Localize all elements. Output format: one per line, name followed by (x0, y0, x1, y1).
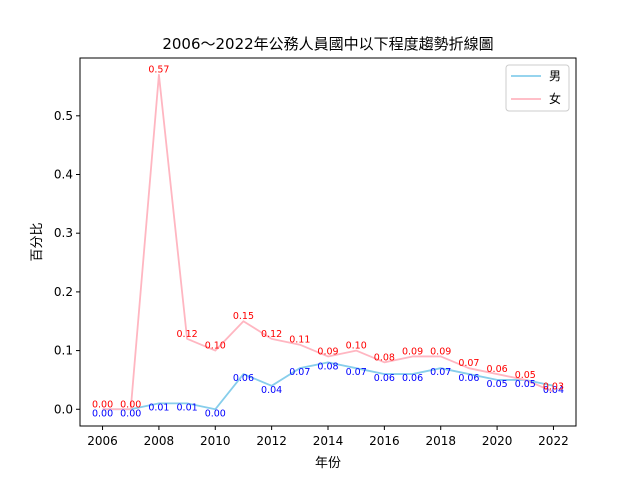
data-label-series-2: 0.15 (233, 311, 254, 322)
x-tick-label: 2022 (538, 434, 569, 448)
x-tick-label: 2006 (87, 434, 118, 448)
x-tick-label: 2020 (482, 434, 513, 448)
legend-label: 男 (549, 69, 561, 83)
data-label-series-2: 0.12 (261, 329, 282, 340)
data-label-series-1: 0.00 (205, 408, 226, 419)
legend-label: 女 (549, 91, 561, 106)
data-label-series-1: 0.05 (487, 379, 508, 390)
chart-title: 2006～2022年公務人員國中以下程度趨勢折線圖 (162, 35, 493, 53)
data-label-series-1: 0.01 (148, 402, 169, 413)
data-label-series-2: 0.10 (346, 341, 367, 352)
data-label-series-1: 0.06 (233, 373, 254, 384)
y-tick-label: 0.5 (54, 109, 73, 123)
series-line-2 (102, 73, 554, 411)
data-label-series-2: 0.57 (148, 65, 169, 76)
data-label-series-2: 0.00 (120, 399, 141, 410)
data-label-series-1: 0.00 (92, 408, 113, 419)
x-tick-label: 2008 (144, 434, 175, 448)
data-label-series-1: 0.07 (346, 367, 367, 378)
data-label-series-2: 0.09 (430, 346, 451, 357)
x-tick-label: 2012 (256, 434, 287, 448)
data-label-series-1: 0.07 (430, 367, 451, 378)
x-tick-label: 2018 (425, 434, 456, 448)
data-label-series-1: 0.06 (374, 373, 395, 384)
data-label-series-1: 0.04 (543, 385, 564, 396)
data-label-series-2: 0.11 (289, 335, 310, 346)
data-label-series-2: 0.05 (515, 370, 536, 381)
y-tick-label: 0.0 (54, 402, 73, 416)
series-line-1 (102, 361, 554, 411)
data-label-series-1: 0.05 (515, 379, 536, 390)
x-tick-label: 2016 (369, 434, 400, 448)
y-axis-label: 百分比 (30, 222, 45, 261)
data-label-series-1: 0.06 (458, 373, 479, 384)
data-label-series-2: 0.12 (177, 329, 198, 340)
data-label-series-2: 0.06 (487, 364, 508, 375)
data-label-series-2: 0.07 (458, 358, 479, 369)
y-tick-label: 0.1 (54, 344, 73, 358)
x-tick-label: 2014 (313, 434, 344, 448)
data-label-series-1: 0.07 (289, 367, 310, 378)
y-tick-label: 0.3 (54, 226, 73, 240)
data-label-series-2: 0.03 (543, 382, 564, 393)
data-label-series-2: 0.09 (402, 346, 423, 357)
y-tick-label: 0.2 (54, 285, 73, 299)
data-label-series-2: 0.09 (317, 346, 338, 357)
data-label-series-1: 0.04 (261, 385, 282, 396)
x-axis-label: 年份 (315, 456, 341, 471)
data-label-series-1: 0.08 (317, 361, 338, 372)
data-label-series-2: 0.00 (92, 399, 113, 410)
data-label-series-2: 0.08 (374, 352, 395, 363)
data-label-series-2: 0.10 (205, 341, 226, 352)
data-label-series-1: 0.06 (402, 373, 423, 384)
data-label-series-1: 0.01 (177, 402, 198, 413)
plot-area: 0.00 0.000.01 0.010.000.060.040.070.080.07… (54, 57, 577, 448)
legend: 男女 (505, 64, 570, 112)
data-label-series-1: 0.00 (120, 408, 141, 419)
y-tick-label: 0.4 (54, 168, 73, 182)
x-tick-label: 2010 (200, 434, 231, 448)
